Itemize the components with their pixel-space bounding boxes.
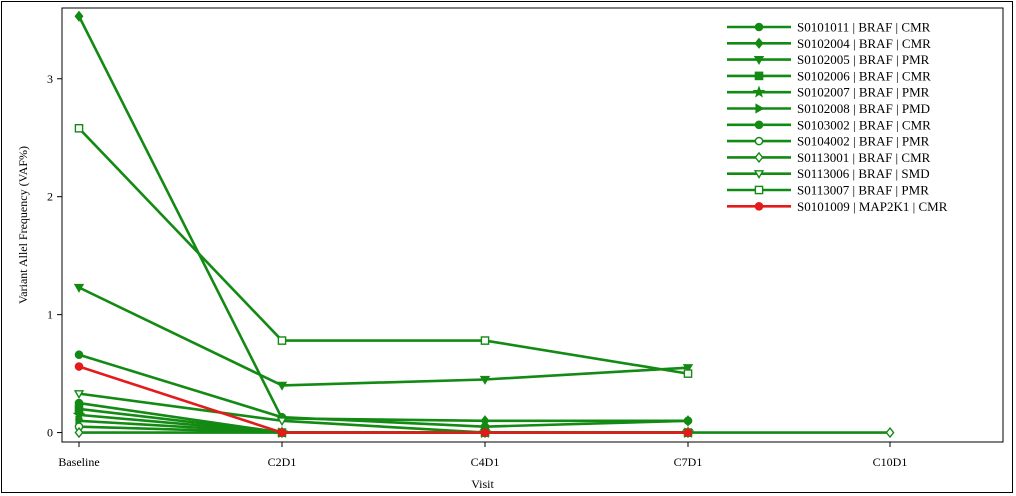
data-point [754, 201, 764, 211]
data-point [74, 10, 84, 22]
legend-label: S0101009 | MAP2K1 | CMR [797, 199, 948, 214]
legend-label: S0103002 | BRAF | CMR [797, 117, 931, 132]
data-point [74, 426, 84, 439]
series-line [78, 365, 688, 434]
data-point [72, 408, 86, 421]
data-point [754, 120, 764, 130]
series-line [78, 353, 689, 428]
series-layer [72, 10, 895, 439]
data-point [683, 369, 693, 378]
data-point [73, 390, 85, 400]
legend-label: S0102004 | BRAF | CMR [797, 36, 931, 51]
legend-item: S0101011 | BRAF | CMR [727, 20, 931, 35]
data-point [753, 170, 765, 180]
legend-label: S0104002 | BRAF | PMR [797, 134, 930, 149]
data-point [753, 56, 765, 65]
y-axis-label: Variant Allel Frequency (VAF%) [16, 146, 30, 304]
data-point [74, 350, 84, 360]
series-12 [74, 362, 693, 437]
y-tick-label: 1 [47, 308, 53, 322]
series-line [78, 286, 689, 387]
legend-label: S0102005 | BRAF | PMR [797, 52, 930, 67]
legend-label: S0102006 | BRAF | CMR [797, 68, 931, 83]
series-3 [73, 283, 694, 391]
data-point [74, 362, 84, 371]
y-tick-label: 2 [47, 190, 53, 204]
data-point [682, 364, 694, 374]
series-11 [74, 123, 693, 378]
series-2 [74, 10, 693, 427]
data-point [276, 417, 288, 427]
data-point [277, 336, 287, 345]
data-point [754, 71, 764, 81]
data-point [74, 123, 84, 133]
x-tick-label: C7D1 [674, 455, 703, 469]
x-tick-label: Baseline [58, 455, 99, 469]
legend-item: S0103002 | BRAF | CMR [727, 117, 931, 132]
x-tick-label: C2D1 [268, 455, 297, 469]
legend-item: S0104002 | BRAF | PMR [727, 134, 930, 149]
data-point [755, 103, 765, 114]
plot-area [61, 7, 1004, 443]
series-line [78, 127, 689, 375]
data-point [73, 283, 85, 293]
legend-label: S0113007 | BRAF | PMR [797, 183, 929, 198]
legend-label: S0102007 | BRAF | PMR [797, 85, 930, 100]
data-point [754, 185, 764, 195]
legend-item: S0101009 | MAP2K1 | CMR [727, 199, 948, 214]
y-tick-label: 3 [47, 72, 53, 86]
y-tick-label: 0 [47, 426, 53, 440]
x-axis: Baseline C2D1 C4D1 C7D1 C10D1 [58, 442, 907, 469]
x-tick-label: C10D1 [873, 455, 908, 469]
series-line [77, 15, 688, 423]
data-point [752, 85, 766, 98]
data-point [480, 428, 490, 437]
data-point [754, 22, 764, 32]
data-point [480, 336, 490, 345]
legend-item: S0102007 | BRAF | PMR [727, 85, 930, 100]
data-point [277, 428, 287, 437]
data-point [754, 151, 764, 164]
legend-label: S0113006 | BRAF | SMD [797, 166, 930, 181]
x-axis-label: Visit [471, 477, 494, 491]
data-point [683, 428, 693, 437]
legend-label: S0101011 | BRAF | CMR [797, 20, 931, 35]
data-point [479, 375, 491, 385]
x-tick-label: C4D1 [471, 455, 500, 469]
data-point [683, 416, 693, 426]
data-point [885, 426, 895, 439]
legend-item: S0102005 | BRAF | PMR [727, 52, 930, 67]
legend-label: S0102008 | BRAF | PMD [797, 101, 930, 116]
legend-item: S0113001 | BRAF | CMR [727, 150, 931, 165]
legend-item: S0102004 | BRAF | CMR [727, 36, 931, 51]
data-point [754, 37, 764, 49]
data-point [276, 381, 288, 391]
legend-item: S0102008 | BRAF | PMD [727, 101, 930, 116]
data-point [754, 136, 764, 146]
legend-item: S0102006 | BRAF | CMR [727, 68, 931, 83]
legend-item: S0113006 | BRAF | SMD [727, 166, 930, 181]
y-axis: 0 1 2 3 [47, 72, 62, 440]
legend-item: S0113007 | BRAF | PMR [727, 183, 929, 198]
legend-label: S0113001 | BRAF | CMR [797, 150, 931, 165]
